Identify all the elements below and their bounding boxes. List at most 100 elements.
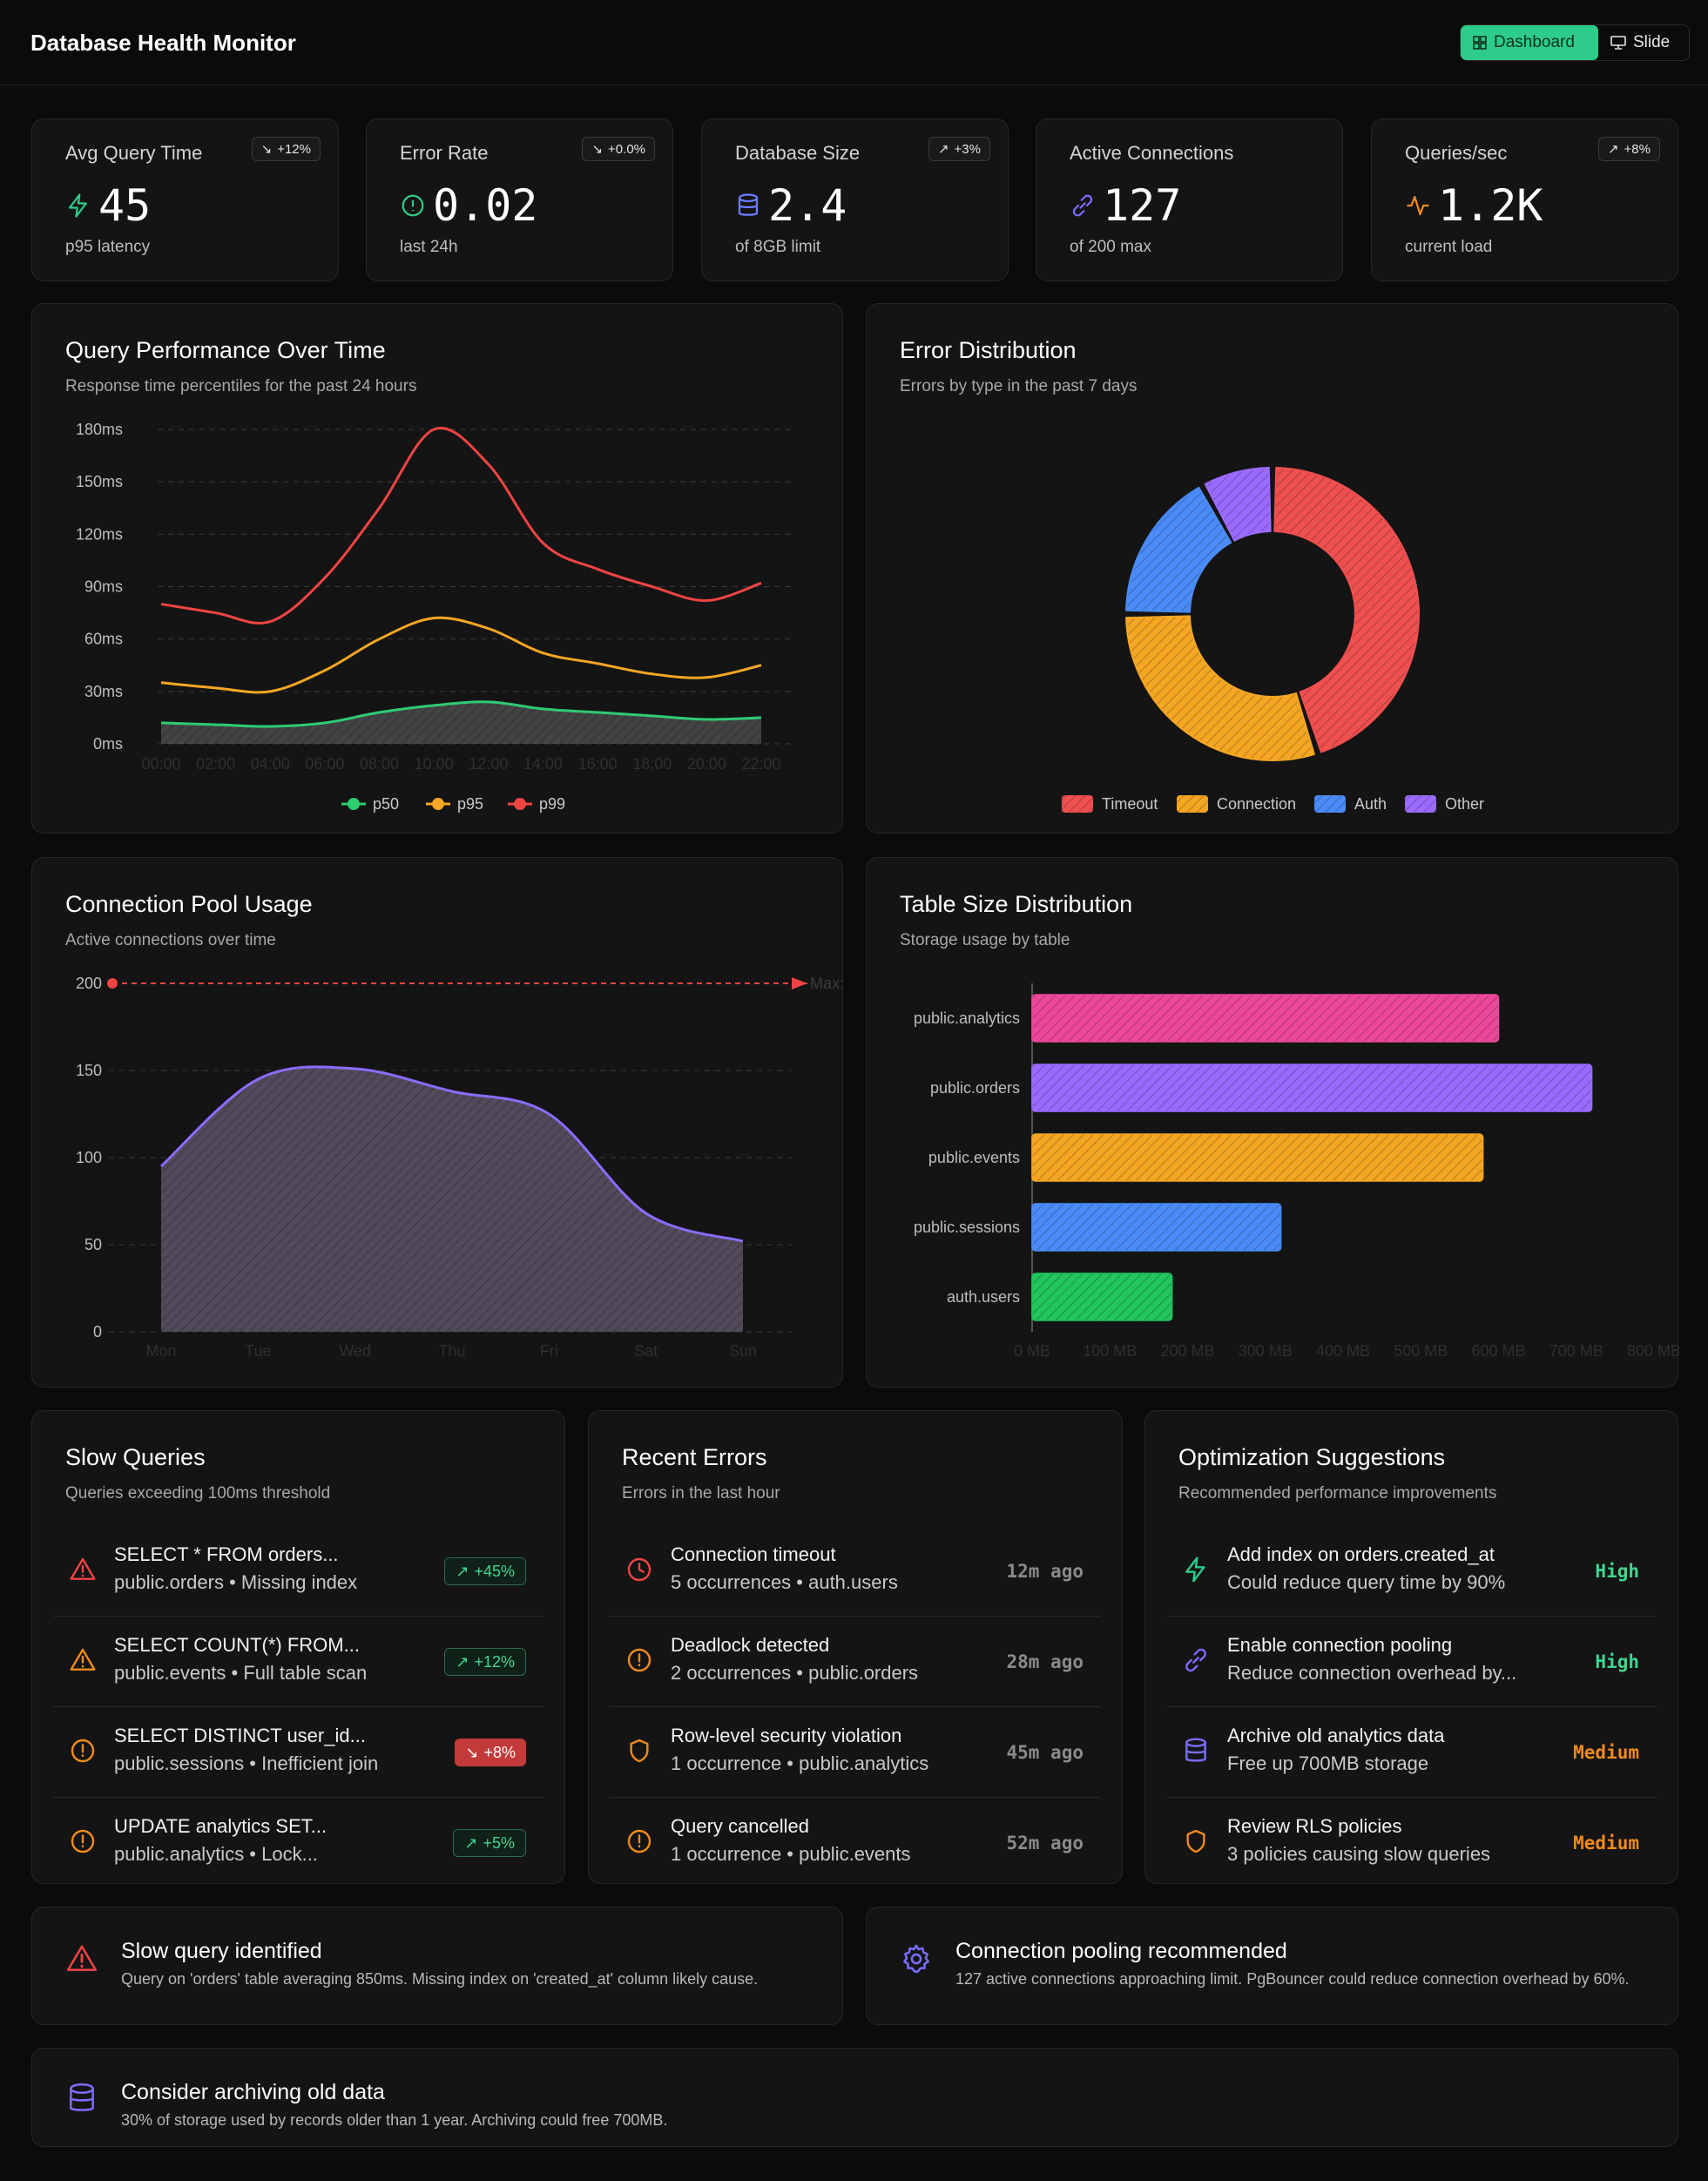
dashboard-view-button[interactable]: Dashboard bbox=[1461, 25, 1598, 60]
alert-circle-icon bbox=[71, 1829, 95, 1854]
trend-up-icon: ↗ bbox=[464, 1833, 478, 1852]
y-tick-label: 180ms bbox=[76, 421, 123, 438]
connections-line bbox=[159, 1065, 744, 1243]
table-size-chart: 0 MB 100 MB 200 MB 300 MB 400 MB 500 MB 600 MB… bbox=[914, 983, 1679, 1360]
warning-triangle-icon bbox=[70, 1557, 96, 1580]
y-tick-label: 150ms bbox=[76, 473, 123, 490]
card-subtitle: Errors in the last hour bbox=[622, 1484, 780, 1502]
error-row[interactable]: Connection timeout 5 occurrences • auth.u… bbox=[610, 1526, 1101, 1617]
suggestion-row[interactable]: Enable connection pooling Reduce connecti… bbox=[1166, 1617, 1657, 1707]
max-reference-arrow bbox=[792, 977, 807, 989]
series-line-p95 bbox=[160, 616, 762, 694]
x-tick-label: Thu bbox=[438, 1342, 465, 1360]
x-tick-label: 22:00 bbox=[741, 755, 780, 773]
kpi-label: Active Connections bbox=[1070, 142, 1234, 164]
card-subtitle: Queries exceeding 100ms threshold bbox=[65, 1484, 331, 1502]
slow-query-row[interactable]: SELECT * FROM orders... public.orders • M… bbox=[53, 1526, 543, 1617]
x-tick-label: 04:00 bbox=[251, 755, 290, 773]
kpi-delta-badge: ↗ +8% bbox=[1597, 137, 1660, 161]
alert-connection-pooling[interactable]: Connection pooling recommended 127 activ… bbox=[866, 1907, 1678, 2025]
dashboard-view-label: Dashboard bbox=[1494, 33, 1575, 51]
alert-description: 127 active connections approaching limit… bbox=[955, 1970, 1630, 1988]
error-time-ago: 45m ago bbox=[1006, 1742, 1084, 1763]
alert-circle-icon bbox=[71, 1739, 95, 1763]
y-tick-label: 120ms bbox=[76, 525, 123, 543]
series-line-p99 bbox=[160, 427, 762, 625]
kpi-active-connections: Active Connections 127 of 200 max bbox=[1036, 118, 1343, 281]
card-subtitle: Active connections over time bbox=[65, 931, 276, 949]
error-row[interactable]: Query cancelled 1 occurrence • public.eve… bbox=[610, 1798, 1101, 1888]
category-label: public.analytics bbox=[914, 1009, 1020, 1027]
suggestion-title: Enable connection pooling bbox=[1227, 1634, 1453, 1656]
x-tick-label: Sat bbox=[634, 1342, 658, 1360]
y-tick-label: 30ms bbox=[84, 683, 123, 700]
kpi-database-size: Database Size ↗ +3% 2.4 of 8GB limit bbox=[701, 118, 1009, 281]
legend-swatch bbox=[1314, 795, 1346, 813]
alert-slow-query[interactable]: Slow query identified Query on 'orders' … bbox=[31, 1907, 843, 2025]
slow-query-row[interactable]: SELECT DISTINCT user_id... public.session… bbox=[53, 1707, 543, 1798]
priority-label: High bbox=[1595, 1561, 1639, 1582]
optimization-suggestions-card: Optimization Suggestions Recommended per… bbox=[1144, 1410, 1678, 1884]
card-title: Error Distribution bbox=[900, 337, 1077, 363]
card-subtitle: Errors by type in the past 7 days bbox=[900, 377, 1138, 395]
slow-query-row[interactable]: UPDATE analytics SET... public.analytics … bbox=[53, 1798, 543, 1888]
app-title: Database Health Monitor bbox=[30, 30, 296, 56]
legend-marker bbox=[348, 798, 360, 810]
connections-area bbox=[161, 1066, 743, 1332]
suggestion-row[interactable]: Review RLS policies 3 policies causing sl… bbox=[1166, 1798, 1657, 1888]
bar-public-sessions bbox=[1031, 1203, 1282, 1252]
alert-description: Query on 'orders' table averaging 850ms.… bbox=[121, 1970, 759, 1988]
kpi-delta-badge: ↘ +0.0% bbox=[582, 137, 655, 161]
error-time-ago: 12m ago bbox=[1006, 1561, 1084, 1582]
alert-archive-data[interactable]: Consider archiving old data 30% of stora… bbox=[31, 2048, 1678, 2147]
kpi-value: 1.2K bbox=[1438, 180, 1543, 231]
category-label: public.events bbox=[928, 1149, 1020, 1166]
card-title: Optimization Suggestions bbox=[1178, 1444, 1446, 1470]
trend-up-icon: ↗ bbox=[456, 1652, 469, 1671]
suggestion-row[interactable]: Add index on orders.created_at Could redu… bbox=[1166, 1526, 1657, 1617]
shield-icon bbox=[630, 1739, 649, 1763]
suggestion-detail: Could reduce query time by 90% bbox=[1227, 1571, 1506, 1593]
x-tick-label: 200 MB bbox=[1160, 1342, 1214, 1360]
error-detail: 1 occurrence • public.analytics bbox=[671, 1752, 929, 1774]
x-tick-label: Tue bbox=[245, 1342, 271, 1360]
x-tick-label: 0 MB bbox=[1014, 1342, 1050, 1360]
error-row[interactable]: Row-level security violation 1 occurrence… bbox=[610, 1707, 1101, 1798]
trend-up-icon: ↗ bbox=[937, 142, 949, 157]
error-title: Query cancelled bbox=[671, 1815, 809, 1837]
activity-icon bbox=[1407, 195, 1429, 216]
error-detail: 1 occurrence • public.events bbox=[671, 1843, 911, 1865]
suggestion-detail: Free up 700MB storage bbox=[1227, 1752, 1429, 1774]
x-tick-label: Mon bbox=[145, 1342, 176, 1360]
pie-slice-timeout bbox=[1273, 467, 1420, 753]
legend-swatch bbox=[1062, 795, 1093, 813]
change-value: +8% bbox=[483, 1743, 516, 1761]
trend-down-icon: ↘ bbox=[465, 1743, 479, 1761]
slide-view-button[interactable]: Slide bbox=[1598, 25, 1689, 60]
x-tick-label: Fri bbox=[540, 1342, 558, 1360]
x-tick-label: 02:00 bbox=[196, 755, 235, 773]
card-subtitle: Response time percentiles for the past 2… bbox=[65, 377, 417, 395]
x-tick-label: 20:00 bbox=[687, 755, 726, 773]
pie-slice-connection bbox=[1125, 615, 1315, 761]
kpi-label: Avg Query Time bbox=[65, 142, 203, 164]
bar-public-orders bbox=[1031, 1063, 1593, 1112]
slide-view-label: Slide bbox=[1633, 33, 1671, 51]
x-tick-label: 18:00 bbox=[632, 755, 672, 773]
warning-triangle-icon bbox=[70, 1648, 96, 1671]
view-toggle: Dashboard Slide bbox=[1460, 24, 1690, 61]
table-size-card: Table Size Distribution Storage usage by… bbox=[866, 857, 1679, 1388]
suggestion-row[interactable]: Archive old analytics data Free up 700MB … bbox=[1166, 1707, 1657, 1798]
query-text: SELECT * FROM orders... bbox=[114, 1543, 339, 1565]
kpi-value: 0.02 bbox=[433, 180, 538, 231]
trend-down-icon: ↘ bbox=[260, 142, 273, 157]
slow-query-row[interactable]: SELECT COUNT(*) FROM... public.events • F… bbox=[53, 1617, 543, 1707]
error-row[interactable]: Deadlock detected 2 occurrences • public.… bbox=[610, 1617, 1101, 1707]
bolt-icon bbox=[68, 193, 87, 218]
kpi-value: 45 bbox=[98, 180, 152, 231]
alert-title: Consider archiving old data bbox=[121, 2080, 385, 2104]
x-tick-label: 14:00 bbox=[523, 755, 563, 773]
kpi-delta-badge: ↗ +3% bbox=[928, 137, 990, 161]
x-tick-label: 500 MB bbox=[1394, 1342, 1448, 1360]
x-tick-label: 10:00 bbox=[415, 755, 454, 773]
